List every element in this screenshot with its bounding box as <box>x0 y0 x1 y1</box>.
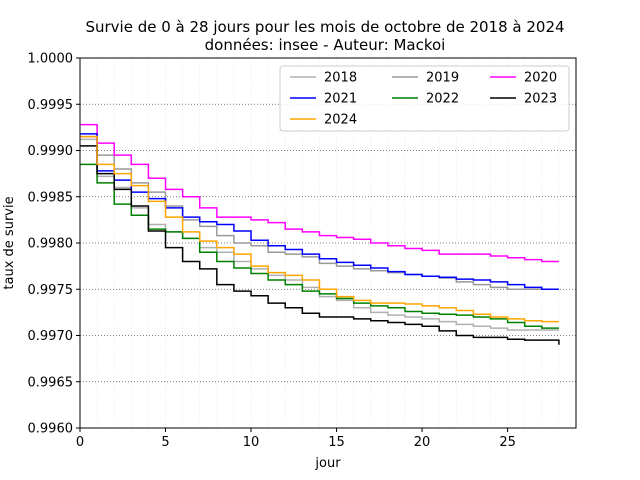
x-tick-label: 0 <box>76 435 84 450</box>
y-axis: 0.9960 0.9965 0.9970 0.9975 0.9980 0.9985 0.99… <box>28 52 80 437</box>
y-tick-label: 0.9990 <box>28 144 74 159</box>
series-line-2020 <box>80 123 559 263</box>
series-line-2022 <box>80 163 559 329</box>
y-tick-label: 0.9965 <box>28 375 74 390</box>
y-tick-label: 0.9995 <box>28 98 74 113</box>
legend-label-2020: 2020 <box>524 71 557 86</box>
y-tick-label: 0.9975 <box>28 283 74 298</box>
legend-label-2023: 2023 <box>524 92 557 107</box>
series-line-2023 <box>80 145 560 345</box>
y-tick-label: 1.0000 <box>28 52 74 67</box>
series-layer <box>80 123 560 345</box>
y-tick-label: 0.9985 <box>28 190 74 205</box>
x-tick-label: 10 <box>243 435 260 450</box>
x-tick-label: 15 <box>328 435 345 450</box>
legend-label-2019: 2019 <box>426 71 459 86</box>
legend-label-2022: 2022 <box>426 92 459 107</box>
series-line-2021 <box>80 133 559 290</box>
x-axis-label: jour <box>314 456 341 471</box>
x-tick-label: 25 <box>499 435 516 450</box>
legend: 2018 2019 2020 2021 2022 2023 2024 <box>279 65 570 132</box>
x-tick-label: 5 <box>161 435 169 450</box>
x-axis: 0 5 10 15 20 25 <box>76 428 516 450</box>
y-tick-label: 0.9980 <box>28 237 74 252</box>
y-tick-label: 0.9970 <box>28 329 74 344</box>
series-line-2018 <box>80 138 559 331</box>
chart-title: Survie de 0 à 28 jours pour les mois de … <box>85 18 564 36</box>
series-line-2024 <box>80 135 559 323</box>
x-tick-label: 20 <box>414 435 431 450</box>
chart-subtitle: données: insee - Auteur: Mackoi <box>205 36 446 54</box>
y-tick-label: 0.9960 <box>28 422 74 437</box>
legend-label-2021: 2021 <box>324 92 357 107</box>
legend-label-2024: 2024 <box>324 113 357 128</box>
y-axis-label: taux de survie <box>2 196 17 289</box>
legend-box <box>279 65 570 132</box>
series-line-2019 <box>80 135 559 290</box>
legend-label-2018: 2018 <box>324 71 357 86</box>
